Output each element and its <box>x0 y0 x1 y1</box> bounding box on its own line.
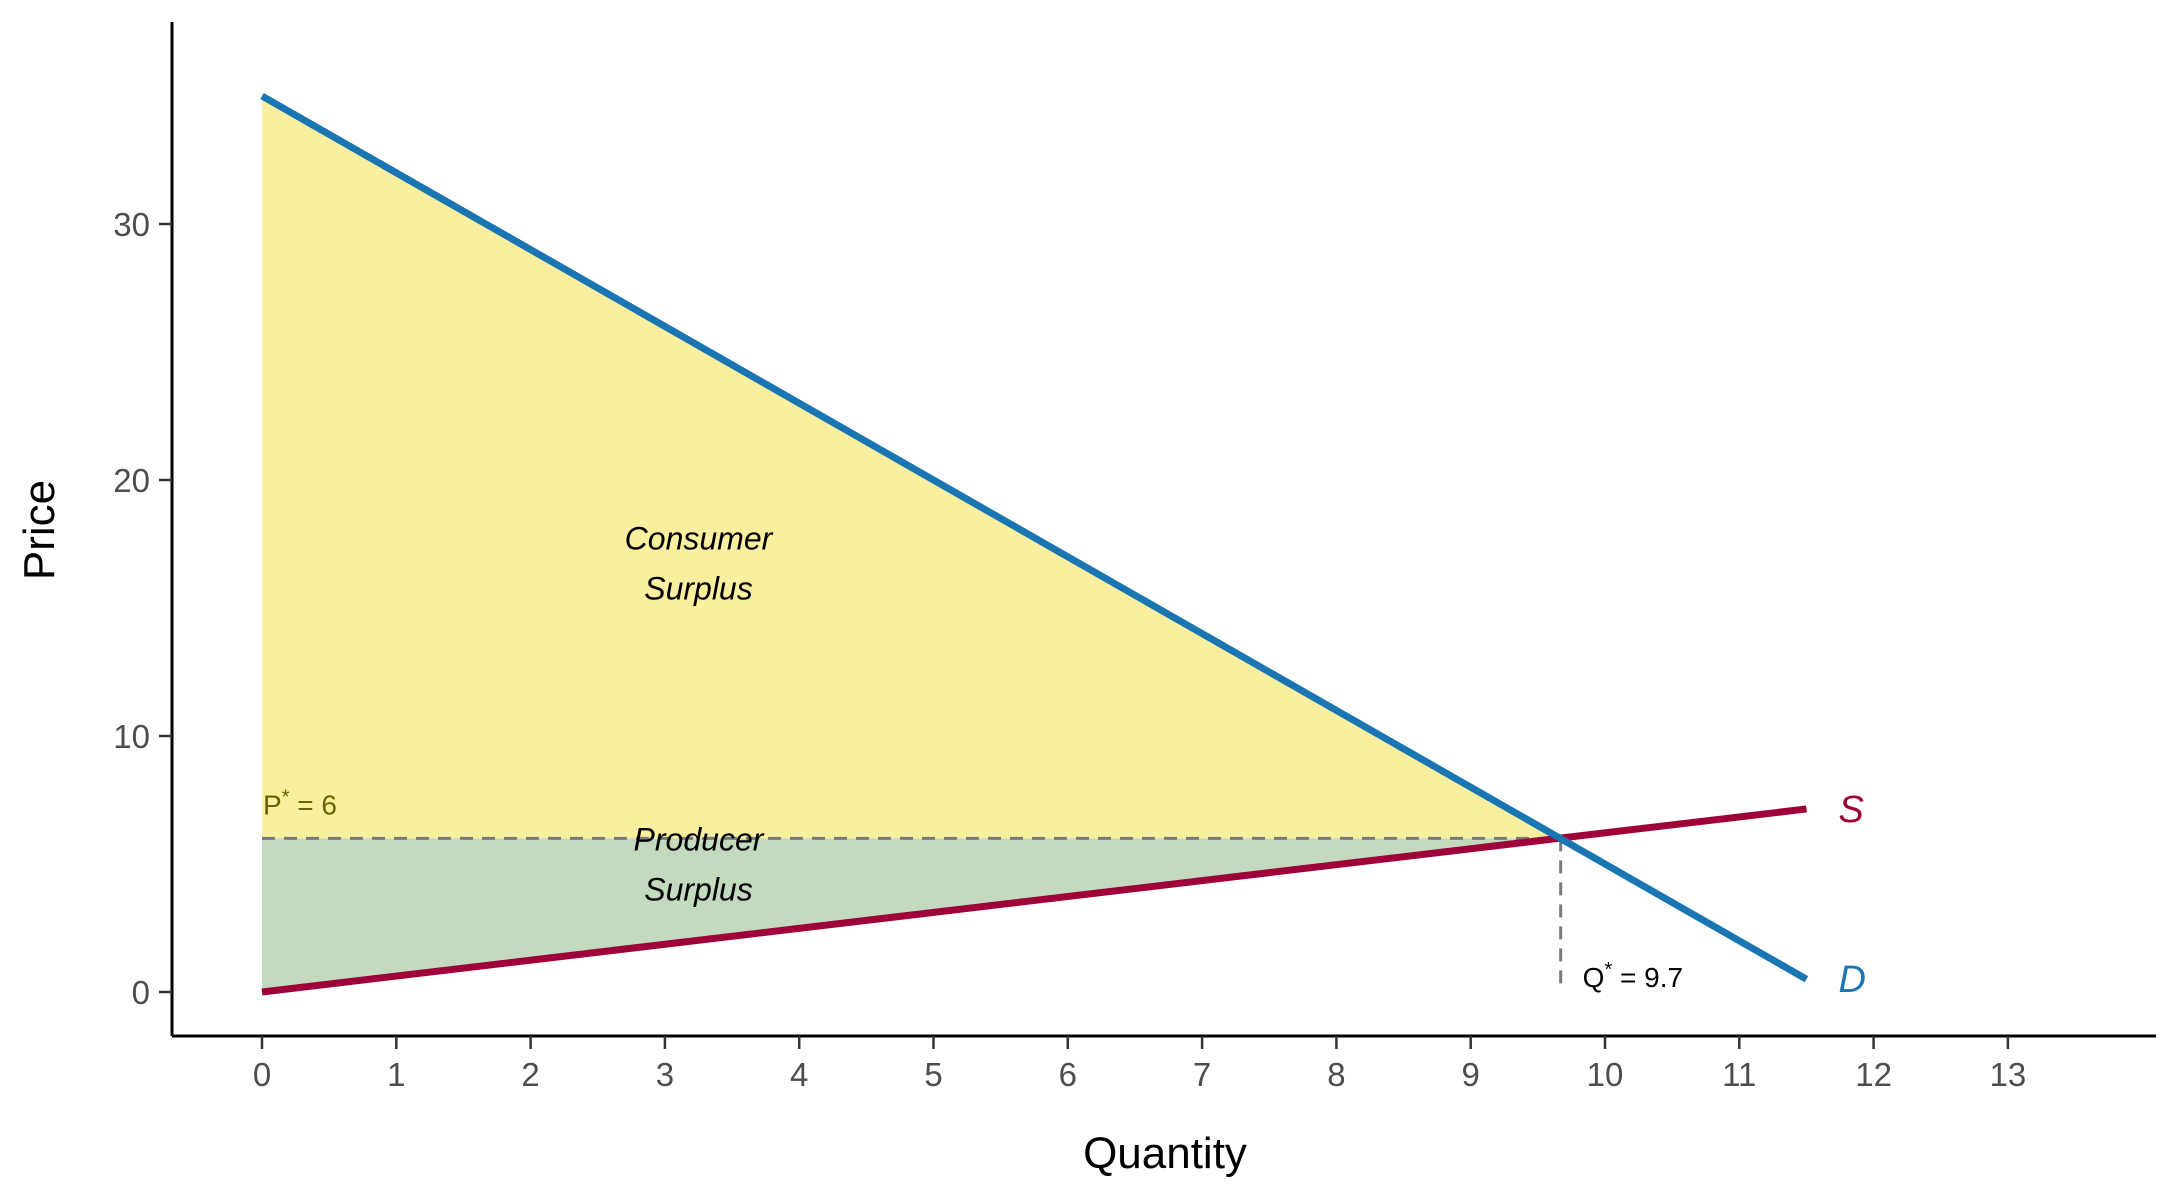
x-tick-label: 0 <box>253 1056 271 1093</box>
y-tick-label: 0 <box>132 974 150 1011</box>
x-tick-label: 2 <box>521 1056 539 1093</box>
consumer-surplus-label-line1: Consumer <box>625 521 774 557</box>
curves <box>260 92 1809 996</box>
x-tick-label: 11 <box>1722 1056 1756 1093</box>
x-tick-label: 7 <box>1193 1056 1211 1093</box>
x-tick-label: 4 <box>790 1056 808 1093</box>
surplus-regions <box>262 96 1561 992</box>
x-tick-label: 1 <box>387 1056 405 1093</box>
x-tick-label: 12 <box>1855 1056 1892 1093</box>
equilibrium-price-label: P* = 6 <box>263 786 337 820</box>
equilibrium-quantity-label: Q* = 9.7 <box>1583 959 1683 993</box>
y-tick-label: 30 <box>113 206 150 243</box>
chart-labels: S D Consumer Surplus Producer Surplus P* = 6 Q*… <box>263 521 1866 1002</box>
y-axis-title: Price <box>15 480 64 580</box>
x-tick-label: 6 <box>1059 1056 1077 1093</box>
producer-surplus-label-line1: Producer <box>634 821 765 857</box>
demand-curve <box>260 92 1809 983</box>
demand-label: D <box>1838 959 1865 1001</box>
x-tick-label: 5 <box>924 1056 942 1093</box>
consumer-surplus-label-line2: Surplus <box>644 571 753 607</box>
x-tick-label: 8 <box>1327 1056 1345 1093</box>
supply-label: S <box>1838 789 1863 831</box>
producer-surplus-label-line2: Surplus <box>644 871 753 907</box>
x-axis-title: Quantity <box>1083 1129 1247 1178</box>
supply-curve <box>261 805 1807 996</box>
x-tick-label: 13 <box>1990 1056 2027 1093</box>
x-tick-label: 3 <box>656 1056 674 1093</box>
x-tick-label: 9 <box>1462 1056 1480 1093</box>
axes <box>170 22 2156 1038</box>
y-tick-label: 10 <box>113 718 150 755</box>
x-tick-label: 10 <box>1587 1056 1624 1093</box>
y-tick-label: 20 <box>113 462 150 499</box>
equilibrium-guides <box>262 836 1563 992</box>
